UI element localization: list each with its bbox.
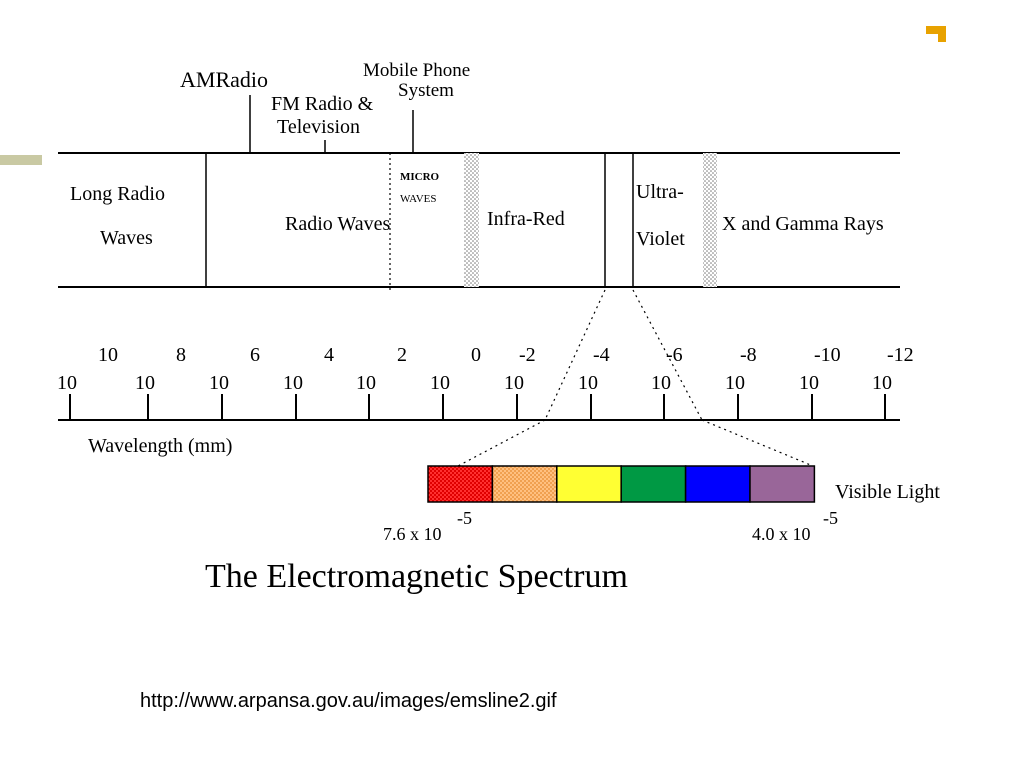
- scale-exponent: -12: [887, 344, 914, 366]
- mobile-phone-label-line2: System: [398, 80, 454, 101]
- band-gap-uv-xray: [703, 153, 717, 287]
- scale-base: 10: [578, 372, 598, 394]
- visible-color-band: [491, 465, 558, 503]
- scale-exponent: 10: [98, 344, 118, 366]
- fm-radio-label-line1: FM Radio &: [271, 93, 374, 115]
- visible-color-band: [749, 465, 816, 503]
- microwaves-label-line2: WAVES: [400, 193, 436, 205]
- visible-right-value: 4.0 x 10: [752, 524, 811, 544]
- visible-left-exponent: -5: [457, 508, 472, 528]
- corner-bracket-icon: [926, 26, 946, 42]
- scale-exponent: 6: [250, 344, 260, 366]
- scale-base: 10: [725, 372, 745, 394]
- visible-light-strip: [427, 465, 816, 503]
- diagram-title: The Electromagnetic Spectrum: [205, 558, 628, 595]
- scale-base: 10: [135, 372, 155, 394]
- scale-base: 10: [504, 372, 524, 394]
- fm-radio-label-line2: Television: [277, 116, 360, 138]
- scale-base: 10: [430, 372, 450, 394]
- wavelength-scale: 10 10 8 10 6 10 4 10 2 10 0 10 -2 10 -4 10 -6 10 -8 10 -10 10…: [57, 344, 914, 420]
- long-radio-label-line2: Waves: [100, 227, 153, 249]
- infra-red-label: Infra-Red: [487, 208, 565, 230]
- scale-exponent: 4: [324, 344, 334, 366]
- scale-exponent: 0: [471, 344, 481, 366]
- scale-base: 10: [57, 372, 77, 394]
- long-radio-label-line1: Long Radio: [70, 183, 165, 205]
- side-accent-bar: [0, 155, 42, 165]
- visible-color-band: [620, 465, 687, 503]
- scale-base: 10: [872, 372, 892, 394]
- visible-color-band: [556, 465, 622, 503]
- scale-exponent: 8: [176, 344, 186, 366]
- scale-base: 10: [651, 372, 671, 394]
- source-link[interactable]: http://www.arpansa.gov.au/images/emsline…: [140, 690, 557, 712]
- scale-exponent: -2: [519, 344, 536, 366]
- visible-projection-left-bottom: [457, 419, 546, 467]
- visible-color-band: [427, 465, 494, 503]
- scale-base: 10: [799, 372, 819, 394]
- band-gap-micro-infra: [464, 153, 479, 287]
- radio-waves-label: Radio Waves: [285, 213, 390, 235]
- em-spectrum-diagram: AMRadio FM Radio & Television Mobile Pho…: [57, 60, 940, 544]
- scale-base: 10: [209, 372, 229, 394]
- ultra-violet-label-line2: Violet: [636, 228, 685, 250]
- am-radio-label: AMRadio: [180, 67, 268, 92]
- x-gamma-rays-label: X and Gamma Rays: [722, 213, 884, 235]
- mobile-phone-label-line1: Mobile Phone: [363, 60, 470, 81]
- visible-projection-right-top: [632, 289, 703, 421]
- ultra-violet-label-line1: Ultra-: [636, 181, 684, 203]
- scale-base: 10: [283, 372, 303, 394]
- scale-exponent: 2: [397, 344, 407, 366]
- scale-exponent: -8: [740, 344, 757, 366]
- scale-exponent: -10: [814, 344, 841, 366]
- visible-color-band: [684, 465, 751, 503]
- visible-right-exponent: -5: [823, 508, 838, 528]
- scale-exponent: -6: [666, 344, 683, 366]
- visible-light-label: Visible Light: [835, 481, 940, 503]
- microwaves-label-line1: MICRO: [400, 171, 440, 183]
- scale-exponent: -4: [593, 344, 610, 366]
- scale-base: 10: [356, 372, 376, 394]
- visible-projection-right-bottom: [701, 419, 814, 467]
- visible-left-value: 7.6 x 10: [383, 524, 442, 544]
- wavelength-axis-label: Wavelength (mm): [88, 435, 232, 457]
